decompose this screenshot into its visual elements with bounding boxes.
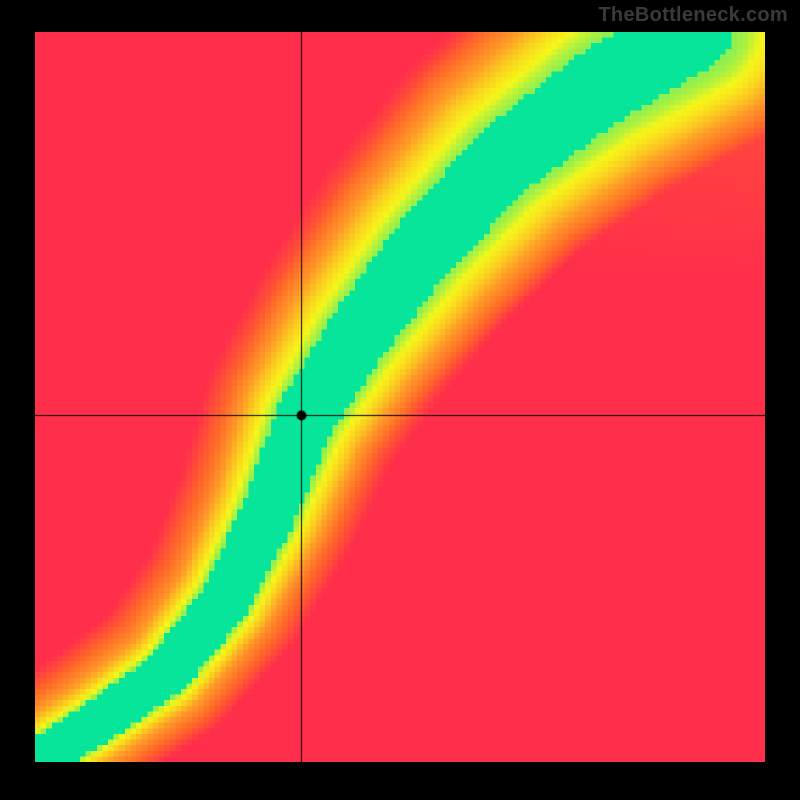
chart-container: TheBottleneck.com [0, 0, 800, 800]
watermark-label: TheBottleneck.com [598, 4, 788, 27]
crosshair-overlay [35, 32, 765, 762]
